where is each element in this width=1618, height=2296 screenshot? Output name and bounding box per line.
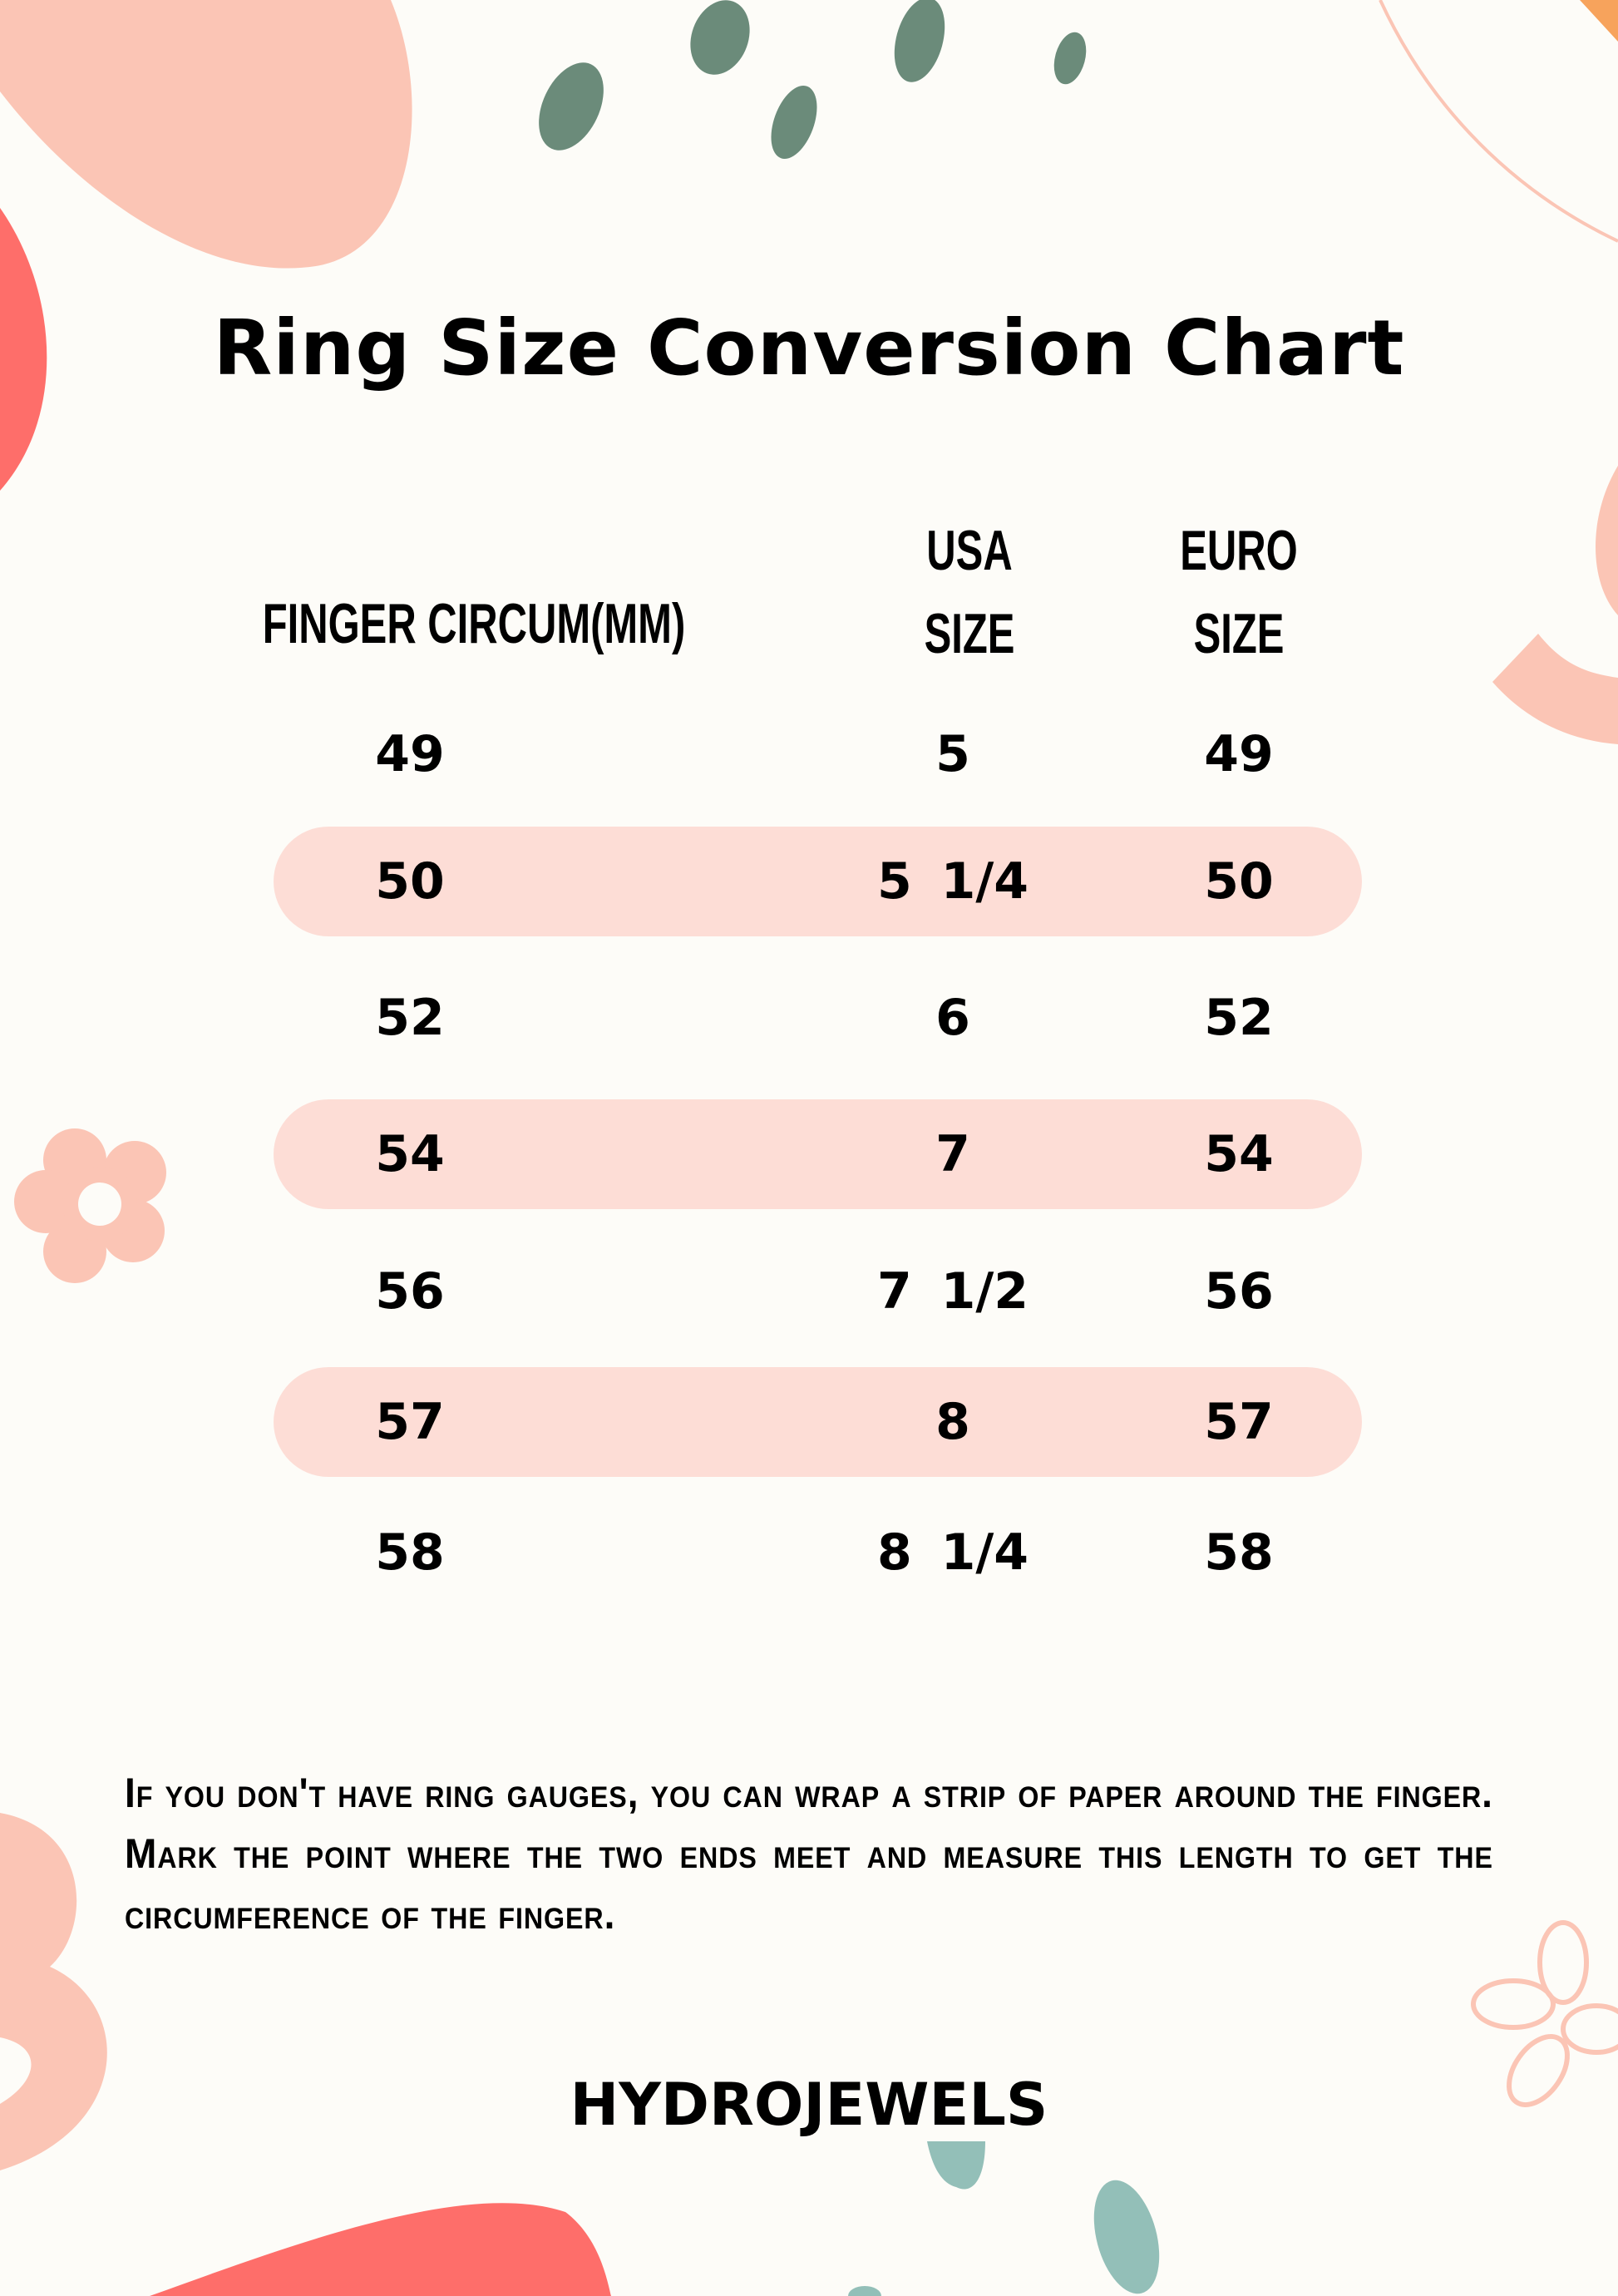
cell-usa: 7 1/2 xyxy=(876,1262,1029,1321)
orange-corner xyxy=(1580,0,1618,42)
teal-leaf-icons xyxy=(848,2141,1160,2296)
cell-finger: 50 xyxy=(375,852,445,911)
row-highlight-band xyxy=(274,827,1362,936)
cell-finger: 58 xyxy=(375,1523,445,1582)
cell-usa: 6 xyxy=(935,989,970,1047)
cell-usa: 5 xyxy=(935,725,970,783)
header-euro-size: EURO SIZE xyxy=(1180,519,1298,665)
peach-blob-top-left xyxy=(0,0,412,269)
cell-usa: 5 1/4 xyxy=(876,852,1029,911)
header-usa-size: USA SIZE xyxy=(924,519,1015,665)
cell-usa: 8 xyxy=(935,1393,970,1451)
cell-finger: 52 xyxy=(375,989,445,1047)
cell-euro: 56 xyxy=(1204,1262,1274,1321)
flower-icon-left xyxy=(14,1128,166,1283)
arc-line-top-right xyxy=(1379,0,1618,243)
brand-logo: HYDROJEWELS xyxy=(570,2071,1048,2139)
cell-usa: 8 1/4 xyxy=(876,1523,1029,1582)
cell-euro: 58 xyxy=(1204,1523,1274,1582)
leaf-icons xyxy=(539,0,1087,159)
instructions-text: If you don't have ring gauges, you can w… xyxy=(125,1770,1493,1938)
row-highlight-band xyxy=(274,1099,1362,1209)
cell-finger: 57 xyxy=(375,1393,445,1451)
peach-arc-right xyxy=(1492,466,1618,744)
coral-blob-bottom xyxy=(150,2203,611,2296)
cell-finger: 54 xyxy=(375,1125,445,1183)
cell-finger: 56 xyxy=(375,1262,445,1321)
cell-finger: 49 xyxy=(375,725,445,783)
cell-euro: 57 xyxy=(1204,1393,1274,1451)
page-title: Ring Size Conversion Chart xyxy=(213,304,1405,393)
cell-euro: 52 xyxy=(1204,989,1274,1047)
cell-euro: 50 xyxy=(1204,852,1274,911)
coral-blob-left xyxy=(0,208,47,491)
cell-euro: 49 xyxy=(1204,725,1274,783)
header-finger-circumference: FINGER CIRCUM(MM) xyxy=(262,592,686,655)
cell-euro: 54 xyxy=(1204,1125,1274,1183)
flower-outline-icon-right xyxy=(1471,1920,1618,2107)
peach-blob-bottom-left xyxy=(0,1813,107,2170)
cell-usa: 7 xyxy=(935,1125,970,1183)
row-highlight-band xyxy=(274,1367,1362,1477)
